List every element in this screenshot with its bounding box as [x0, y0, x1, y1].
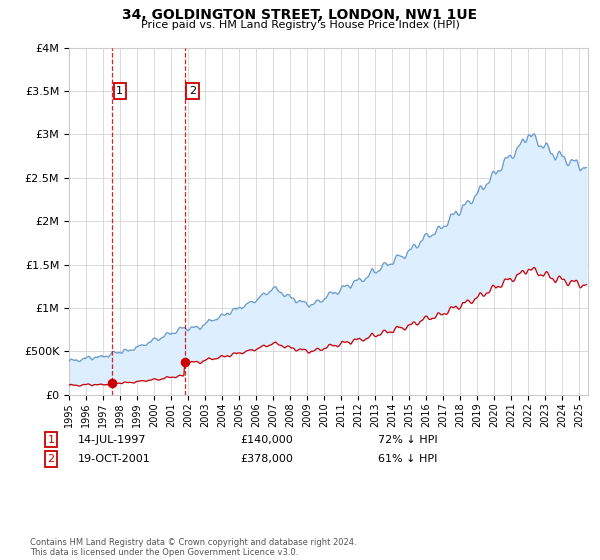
- Text: 2: 2: [189, 86, 196, 96]
- Point: [107, 378, 117, 387]
- Text: 61% ↓ HPI: 61% ↓ HPI: [378, 454, 437, 464]
- Text: 19-OCT-2001: 19-OCT-2001: [78, 454, 151, 464]
- Text: 14-JUL-1997: 14-JUL-1997: [78, 435, 146, 445]
- Text: £140,000: £140,000: [240, 435, 293, 445]
- Text: 2: 2: [47, 454, 55, 464]
- Text: 1: 1: [47, 435, 55, 445]
- Text: 34, GOLDINGTON STREET, LONDON, NW1 1UE: 34, GOLDINGTON STREET, LONDON, NW1 1UE: [122, 8, 478, 22]
- Text: £378,000: £378,000: [240, 454, 293, 464]
- Point: [180, 357, 190, 366]
- Text: 72% ↓ HPI: 72% ↓ HPI: [378, 435, 437, 445]
- Text: Contains HM Land Registry data © Crown copyright and database right 2024.
This d: Contains HM Land Registry data © Crown c…: [30, 538, 356, 557]
- Text: Price paid vs. HM Land Registry's House Price Index (HPI): Price paid vs. HM Land Registry's House …: [140, 20, 460, 30]
- Text: 1: 1: [116, 86, 124, 96]
